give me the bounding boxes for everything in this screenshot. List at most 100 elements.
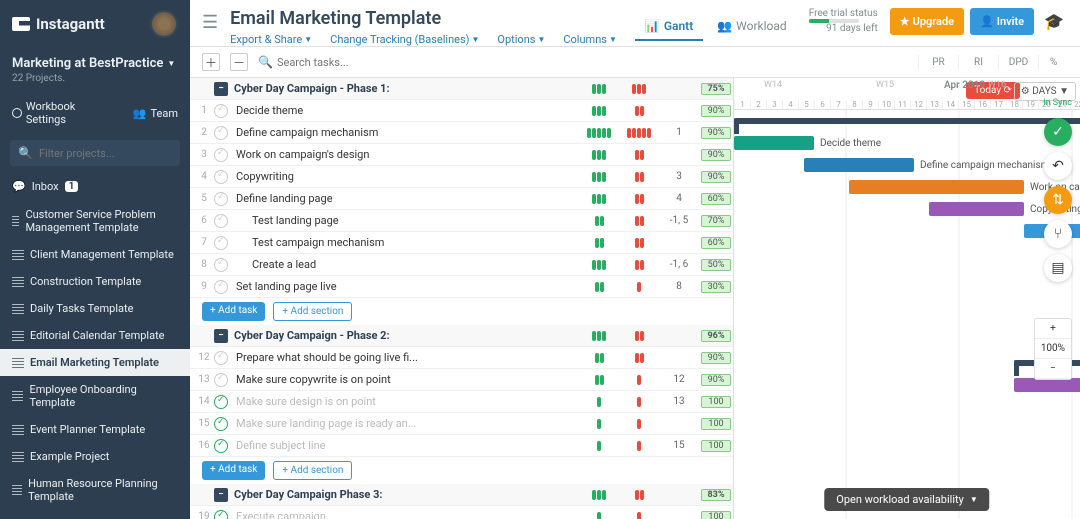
add-button[interactable]: ＋ [202, 53, 220, 71]
task-bar[interactable]: Prepare what should be going live fi... [1014, 378, 1080, 392]
filter-projects[interactable]: 🔍 [10, 140, 180, 166]
workspace-selector[interactable]: Marketing at BestPractice ▼ 22 Projects. [0, 48, 190, 92]
project-item[interactable]: Customer Service Problem Management Temp… [0, 201, 190, 241]
check-icon[interactable] [214, 104, 228, 118]
section-row[interactable]: −Cyber Day Campaign - Phase 2:96% [190, 325, 733, 347]
project-item[interactable]: Example Project [0, 443, 190, 470]
check-icon[interactable] [214, 126, 228, 140]
task-bar[interactable]: Work on campaign's design [849, 180, 1024, 194]
zoom-out[interactable]: − [1035, 359, 1071, 379]
col-ri[interactable]: RI [958, 55, 998, 70]
task-row[interactable]: 4Copywriting390% [190, 166, 733, 188]
check-icon[interactable] [214, 373, 228, 387]
project-item[interactable]: Marketing Plan Template [0, 510, 190, 519]
zoom-in[interactable]: + [1035, 319, 1071, 339]
col-dpd[interactable]: DPD [998, 55, 1038, 70]
check-icon[interactable] [214, 417, 228, 431]
check-icon[interactable] [214, 236, 228, 250]
task-row[interactable]: 5Define landing page460% [190, 188, 733, 210]
project-item[interactable]: Human Resource Planning Template [0, 470, 190, 510]
collapse-icon[interactable]: − [214, 488, 228, 502]
user-avatar[interactable] [150, 10, 178, 38]
check-icon[interactable] [214, 192, 228, 206]
project-item[interactable]: Employee Onboarding Template [0, 376, 190, 416]
add-task-button[interactable]: + Add task [202, 461, 265, 480]
task-row[interactable]: 2Define campaign mechanism190% [190, 122, 733, 144]
tracking-menu[interactable]: Change Tracking (Baselines) ▼ [330, 33, 479, 46]
task-pct: 60% [701, 237, 731, 249]
menu-toggle-icon[interactable]: ☰ [202, 8, 218, 33]
task-bar[interactable]: Decide theme [734, 136, 814, 150]
task-row[interactable]: 6Test landing page-1, 570% [190, 210, 733, 232]
filter-input[interactable] [39, 147, 179, 160]
task-row[interactable]: 1Decide theme90% [190, 100, 733, 122]
layers-button[interactable]: ▤ [1044, 254, 1072, 282]
check-icon[interactable] [214, 351, 228, 365]
inbox-link[interactable]: 💬 Inbox 1 [0, 172, 190, 201]
section-bar[interactable]: Cyber Day Campaign - Phase 1 [734, 118, 1080, 124]
task-row[interactable]: 14Make sure design is on point13100 [190, 391, 733, 413]
project-item[interactable]: Editorial Calendar Template [0, 322, 190, 349]
search-input[interactable] [277, 56, 418, 69]
task-row[interactable]: 15Make sure landing page is ready an...1… [190, 413, 733, 435]
help-icon[interactable]: 🎓 [1040, 8, 1068, 35]
workbook-settings-link[interactable]: Workbook Settings [12, 100, 117, 126]
team-link[interactable]: 👥 Team [133, 100, 178, 126]
col-pr[interactable]: PR [918, 55, 958, 70]
add-section-button[interactable]: + Add section [273, 302, 352, 321]
tab-workload[interactable]: 👥 Workload [707, 13, 796, 41]
task-bar[interactable]: Copywriting [929, 202, 1024, 216]
options-menu[interactable]: Options ▼ [497, 33, 545, 46]
task-panel: −Cyber Day Campaign - Phase 1:75%1Decide… [190, 78, 734, 519]
day-cell: 7 [830, 100, 846, 109]
workload-availability-button[interactable]: Open workload availability ▼ [824, 488, 989, 511]
task-row[interactable]: 13Make sure copywrite is on point1290% [190, 369, 733, 391]
task-search[interactable]: 🔍 [258, 55, 418, 69]
col-pct[interactable]: % [1038, 55, 1068, 70]
task-pct: 90% [701, 127, 731, 139]
undo-button[interactable]: ↶ [1044, 152, 1072, 180]
export-menu[interactable]: Export & Share ▼ [230, 33, 312, 46]
task-dpd: 3 [659, 171, 699, 182]
list-icon [12, 277, 24, 287]
task-row[interactable]: 16Define subject line15100 [190, 435, 733, 457]
columns-menu[interactable]: Columns ▼ [563, 33, 617, 46]
minus-button[interactable]: － [230, 53, 248, 71]
task-row[interactable]: 9Set landing page live830% [190, 276, 733, 298]
task-row[interactable]: 12Prepare what should be going live fi..… [190, 347, 733, 369]
project-item[interactable]: Client Management Template [0, 241, 190, 268]
check-icon[interactable] [214, 439, 228, 453]
list-icon [12, 250, 24, 260]
add-task-button[interactable]: + Add task [202, 302, 265, 321]
day-cell: 16 [974, 100, 990, 109]
check-icon[interactable] [214, 280, 228, 294]
check-icon[interactable] [214, 510, 228, 519]
app-logo[interactable]: Instagantt [12, 15, 105, 33]
upgrade-button[interactable]: ★ Upgrade [890, 8, 964, 35]
sort-button[interactable]: ⇅ [1044, 186, 1072, 214]
project-item[interactable]: Event Planner Template [0, 416, 190, 443]
section-row[interactable]: −Cyber Day Campaign Phase 3:83% [190, 484, 733, 506]
section-row[interactable]: −Cyber Day Campaign - Phase 1:75% [190, 78, 733, 100]
add-section-button[interactable]: + Add section [273, 461, 352, 480]
branch-button[interactable]: ⑂ [1044, 220, 1072, 248]
check-icon[interactable] [214, 170, 228, 184]
check-icon[interactable] [214, 258, 228, 272]
invite-button[interactable]: 👤 Invite [970, 8, 1034, 35]
check-icon[interactable] [214, 148, 228, 162]
task-row[interactable]: 3Work on campaign's design90% [190, 144, 733, 166]
collapse-icon[interactable]: − [214, 82, 228, 96]
task-bar[interactable]: Define campaign mechanism [804, 158, 914, 172]
task-row[interactable]: 19Execute campaign100 [190, 506, 733, 519]
project-item[interactable]: Daily Tasks Template [0, 295, 190, 322]
collapse-icon[interactable]: − [214, 329, 228, 343]
check-icon[interactable] [214, 214, 228, 228]
task-row[interactable]: 7Test campaign mechanism60% [190, 232, 733, 254]
tab-gantt[interactable]: 📊 Gantt [635, 13, 703, 41]
sync-ok-button[interactable]: ✓ [1044, 118, 1072, 146]
check-icon[interactable] [214, 395, 228, 409]
project-item[interactable]: Email Marketing Template [0, 349, 190, 376]
gantt-body[interactable]: Cyber Day Campaign - Phase 1 Decide theme… [734, 110, 1080, 519]
project-item[interactable]: Construction Template [0, 268, 190, 295]
task-row[interactable]: 8Create a lead-1, 650% [190, 254, 733, 276]
